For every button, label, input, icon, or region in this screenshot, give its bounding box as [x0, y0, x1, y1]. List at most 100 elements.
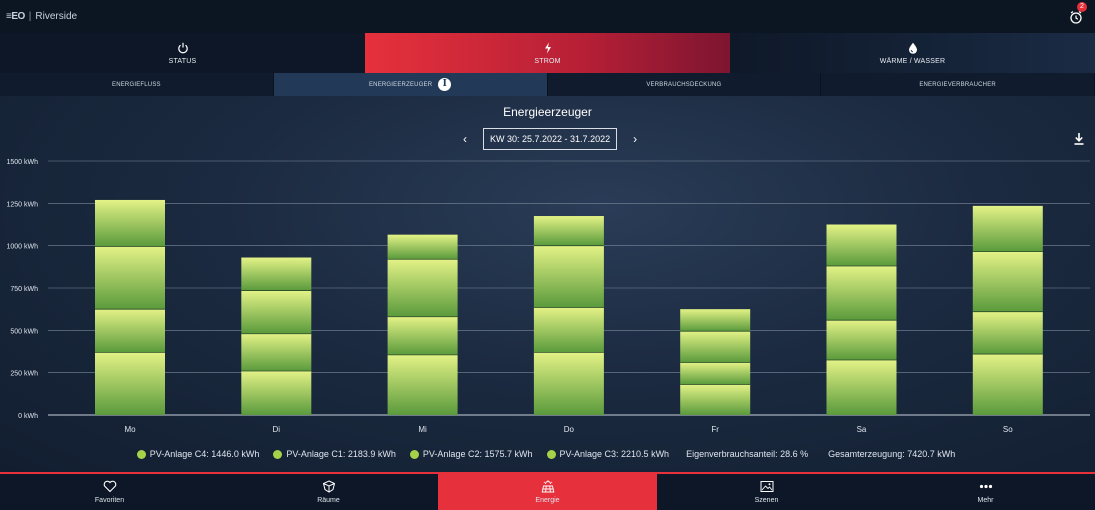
nav-favoriten[interactable]: Favoriten — [0, 474, 219, 510]
brand: ≡EO | Riverside — [6, 11, 77, 22]
bar-segment[interactable] — [972, 311, 1043, 355]
nav-raeume[interactable]: Räume — [219, 474, 438, 510]
week-selector[interactable]: KW 30: 25.7.2022 - 31.7.2022 — [483, 128, 618, 150]
subtab-verbrauchsdeckung-label: VERBRAUCHSDECKUNG — [646, 81, 722, 88]
x-tick-label: Fr — [711, 425, 719, 434]
y-tick-label: 1500 kWh — [6, 159, 38, 166]
subtab-energieverbraucher-label: ENERGIEVERBRAUCHER — [919, 81, 996, 88]
bar-segment[interactable] — [387, 234, 458, 260]
nav-energie-label: Energie — [535, 497, 560, 504]
bar-segment[interactable] — [972, 205, 1043, 252]
bar-segment[interactable] — [680, 309, 751, 332]
cube-icon — [322, 480, 335, 493]
alarm-button[interactable]: 2 — [1069, 1, 1087, 24]
bar-segment[interactable] — [972, 354, 1043, 415]
legend-item-c1[interactable]: PV-Anlage C1: 2183.9 kWh — [273, 449, 396, 459]
legend-label: PV-Anlage C2: 1575.7 kWh — [422, 449, 533, 459]
bar-segment[interactable] — [95, 199, 165, 247]
download-icon — [1074, 133, 1084, 145]
subtab-energieverbraucher[interactable]: ENERGIEVERBRAUCHER — [821, 73, 1095, 96]
bar-segment[interactable] — [95, 246, 165, 310]
sub-tabs: ENERGIEFLUSS ENERGIEERZEUGER i VERBRAUCH… — [0, 73, 1095, 96]
main-tabs: STATUS STROM WÄRME / WASSER — [0, 33, 1095, 73]
bar-segment[interactable] — [680, 331, 751, 363]
bar-segment[interactable] — [826, 265, 897, 321]
bar-segment[interactable] — [680, 384, 751, 415]
chart-legend: PV-Anlage C4: 1446.0 kWh PV-Anlage C1: 2… — [0, 447, 1095, 461]
nav-energie[interactable]: Energie — [438, 474, 657, 510]
subtab-verbrauchsdeckung[interactable]: VERBRAUCHSDECKUNG — [548, 73, 822, 96]
app-logo: ≡EO — [6, 11, 25, 22]
tab-waerme-wasser[interactable]: WÄRME / WASSER — [730, 33, 1095, 73]
nav-mehr-label: Mehr — [977, 497, 994, 504]
page-title: Energieerzeuger — [503, 105, 592, 119]
legend-dot — [409, 449, 419, 459]
week-navigator: ‹ KW 30: 25.7.2022 - 31.7.2022 › — [457, 128, 643, 150]
chevron-left-icon[interactable]: ‹ — [463, 132, 467, 146]
bar-segment[interactable] — [241, 290, 312, 334]
more-dots-icon — [979, 484, 992, 489]
chart-container: 0 kWh 250 kWh 500 kWh 750 kWh 1000 kWh 1250 k… — [0, 150, 1095, 445]
legend-label: PV-Anlage C4: 1446.0 kWh — [149, 449, 260, 459]
y-tick-label: 750 kWh — [10, 286, 38, 293]
x-tick-label: Do — [564, 425, 575, 434]
bar-segment[interactable] — [680, 362, 751, 385]
subtab-energiefluss[interactable]: ENERGIEFLUSS — [0, 73, 274, 96]
legend-item-c3[interactable]: PV-Anlage C3: 2210.5 kWh — [546, 449, 670, 459]
legend-item-c4[interactable]: PV-Anlage C4: 1446.0 kWh — [136, 449, 260, 459]
bar-segment[interactable] — [387, 316, 458, 355]
nav-mehr[interactable]: Mehr — [876, 474, 1095, 510]
download-button[interactable] — [1073, 132, 1085, 146]
brand-separator: | — [28, 11, 32, 22]
bar-segment[interactable] — [387, 354, 458, 415]
x-tick-label: Sa — [857, 425, 867, 434]
y-tick-label: 0 kWh — [18, 413, 38, 420]
bar-segment[interactable] — [95, 309, 165, 353]
bar-segment[interactable] — [387, 259, 458, 317]
nav-szenen-label: Szenen — [754, 497, 779, 504]
total-generation: Gesamterzeugung: 7420.7 kWh — [828, 449, 956, 459]
location-name[interactable]: Riverside — [35, 11, 78, 22]
y-tick-label: 250 kWh — [10, 371, 38, 378]
legend-dot — [546, 449, 556, 459]
alarm-clock-icon — [1070, 10, 1082, 24]
top-bar: ≡EO | Riverside 2 — [0, 0, 1095, 33]
info-icon[interactable]: i — [438, 78, 452, 91]
tab-strom-label: STROM — [534, 57, 561, 65]
subtab-energiefluss-label: ENERGIEFLUSS — [112, 81, 161, 88]
bar-segment[interactable] — [533, 245, 604, 308]
y-tick-label: 1000 kWh — [6, 244, 38, 251]
x-tick-label: So — [1003, 425, 1013, 434]
nav-favoriten-label: Favoriten — [94, 497, 125, 504]
power-icon — [177, 42, 188, 53]
bar-segment[interactable] — [826, 224, 897, 266]
self-consumption-share: Eigenverbrauchsanteil: 28.6 % — [686, 449, 809, 459]
legend-item-c2[interactable]: PV-Anlage C2: 1575.7 kWh — [409, 449, 533, 459]
bar-segment[interactable] — [241, 257, 312, 291]
heart-icon — [103, 480, 116, 493]
legend-label: PV-Anlage C3: 2210.5 kWh — [559, 449, 670, 459]
bar-segment[interactable] — [972, 251, 1043, 312]
tab-status[interactable]: STATUS — [0, 33, 365, 73]
subtab-energieerzeuger[interactable]: ENERGIEERZEUGER i — [273, 73, 548, 96]
bar-segment[interactable] — [533, 352, 604, 415]
tab-strom[interactable]: STROM — [365, 33, 730, 73]
nav-szenen[interactable]: Szenen — [657, 474, 876, 510]
legend-dot — [273, 449, 283, 459]
bar-segment[interactable] — [826, 359, 897, 415]
alarm-count-badge: 2 — [1077, 1, 1087, 12]
x-tick-label: Di — [273, 425, 281, 434]
lightning-icon — [544, 42, 551, 53]
legend-label: PV-Anlage C1: 2183.9 kWh — [286, 449, 396, 459]
bar-segment[interactable] — [241, 370, 312, 415]
y-tick-label: 500 kWh — [10, 328, 38, 335]
bar-segment[interactable] — [826, 320, 897, 360]
bar-segment[interactable] — [533, 216, 604, 246]
bar-segment[interactable] — [533, 307, 604, 353]
bar-segment[interactable] — [95, 352, 165, 415]
x-tick-label: Mo — [124, 425, 136, 434]
chevron-right-icon[interactable]: › — [633, 132, 638, 146]
bar-segment[interactable] — [241, 333, 312, 371]
energy-bar-chart: 0 kWh 250 kWh 500 kWh 750 kWh 1000 kWh 1250 k… — [6, 159, 1090, 434]
water-drop-icon — [908, 42, 917, 54]
